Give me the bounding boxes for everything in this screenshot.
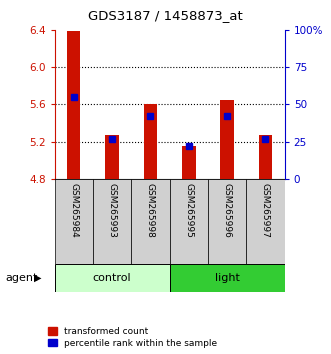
FancyBboxPatch shape <box>246 179 285 264</box>
Bar <box>182 146 196 179</box>
Bar <box>220 100 234 179</box>
Text: agent: agent <box>5 273 37 283</box>
Text: ▶: ▶ <box>34 273 42 283</box>
FancyBboxPatch shape <box>208 179 246 264</box>
Bar <box>259 135 272 179</box>
FancyBboxPatch shape <box>169 264 285 292</box>
FancyBboxPatch shape <box>169 179 208 264</box>
Text: GDS3187 / 1458873_at: GDS3187 / 1458873_at <box>88 9 243 22</box>
Text: light: light <box>215 273 240 283</box>
Text: GSM265998: GSM265998 <box>146 183 155 238</box>
Text: GSM265984: GSM265984 <box>69 183 78 238</box>
Bar <box>144 104 157 179</box>
Legend: transformed count, percentile rank within the sample: transformed count, percentile rank withi… <box>48 327 217 348</box>
FancyBboxPatch shape <box>131 179 169 264</box>
FancyBboxPatch shape <box>93 179 131 264</box>
Bar <box>67 31 80 179</box>
Text: control: control <box>93 273 131 283</box>
Text: GSM265993: GSM265993 <box>108 183 117 238</box>
FancyBboxPatch shape <box>55 179 93 264</box>
Text: GSM265997: GSM265997 <box>261 183 270 238</box>
Bar <box>105 135 119 179</box>
Text: GSM265995: GSM265995 <box>184 183 193 238</box>
Text: GSM265996: GSM265996 <box>223 183 232 238</box>
FancyBboxPatch shape <box>55 264 169 292</box>
